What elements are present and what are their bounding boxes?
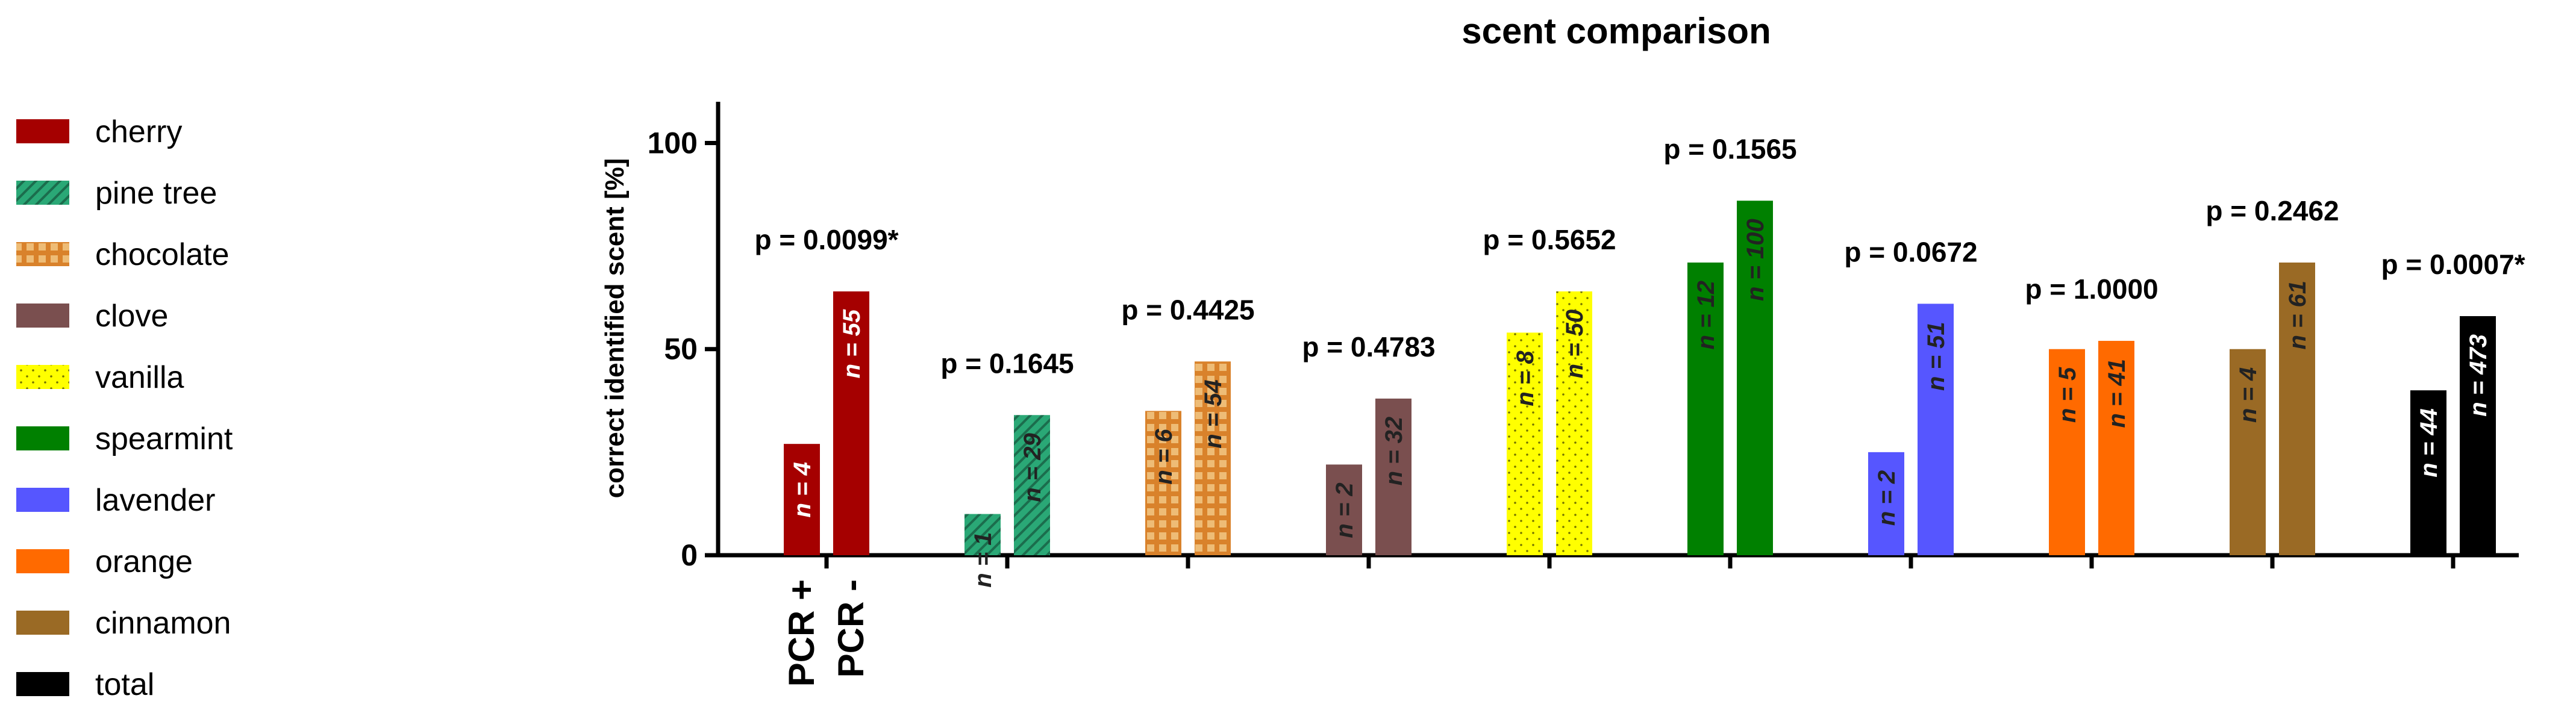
n-label: n = 12 xyxy=(1693,281,1719,350)
y-tick-label: 100 xyxy=(648,126,698,160)
bar xyxy=(1918,304,1954,555)
bar xyxy=(1145,411,1181,555)
legend-swatch xyxy=(16,549,69,573)
p-value-label: p = 0.1645 xyxy=(940,347,1074,379)
n-label: n = 41 xyxy=(2104,359,2130,428)
legend-swatch xyxy=(16,365,69,389)
y-tick-label: 0 xyxy=(681,538,698,572)
n-label: n = 6 xyxy=(1151,429,1177,485)
n-label: n = 1 xyxy=(970,532,996,588)
bar xyxy=(833,291,869,555)
bar xyxy=(2279,262,2315,555)
bar xyxy=(1014,415,1050,555)
n-label: n = 44 xyxy=(2416,408,2442,478)
legend-label: chocolate xyxy=(95,237,230,272)
p-value-label: p = 0.5652 xyxy=(1483,224,1616,255)
x-tick-label: PCR - xyxy=(831,579,871,677)
p-value-label: p = 0.1565 xyxy=(1663,133,1796,164)
bar xyxy=(1326,464,1362,555)
p-value-label: p = 0.4425 xyxy=(1121,294,1254,325)
legend-swatch xyxy=(16,304,69,328)
bar xyxy=(2460,316,2496,555)
n-label: n = 2 xyxy=(1331,482,1358,538)
x-tick-label: PCR + xyxy=(781,579,822,686)
bar xyxy=(1375,398,1411,555)
n-label: n = 5 xyxy=(2054,367,2081,423)
n-label: n = 2 xyxy=(1874,470,1900,526)
legend-swatch xyxy=(16,119,69,143)
bar xyxy=(1507,332,1543,555)
legend-label: orange xyxy=(95,544,193,579)
y-axis-label: correct identified scent [%] xyxy=(600,158,630,499)
n-label: n = 32 xyxy=(1381,417,1407,486)
legend-label: vanilla xyxy=(95,360,184,395)
legend-label: pine tree xyxy=(95,176,217,211)
chart-title: scent comparison xyxy=(1462,11,1771,51)
legend-label: lavender xyxy=(95,483,215,518)
n-label: n = 55 xyxy=(839,309,865,378)
bar xyxy=(1687,262,1724,555)
p-value-label: p = 0.2462 xyxy=(2206,195,2339,226)
legend-swatch xyxy=(16,488,69,512)
bar xyxy=(2410,390,2446,555)
bar xyxy=(784,444,820,555)
n-label: n = 29 xyxy=(1019,433,1046,502)
bar xyxy=(964,514,1001,555)
legend-label: spearmint xyxy=(95,422,233,456)
bar xyxy=(1195,361,1231,555)
bar xyxy=(1868,452,1904,555)
y-tick-label: 50 xyxy=(664,332,698,366)
bar xyxy=(2230,349,2266,555)
n-label: n = 50 xyxy=(1562,310,1588,379)
n-label: n = 54 xyxy=(1200,379,1227,449)
p-value-label: p = 0.0007* xyxy=(2381,249,2525,280)
n-label: n = 4 xyxy=(2235,367,2262,423)
p-value-label: p = 0.0099* xyxy=(754,224,898,255)
p-value-label: p = 1.0000 xyxy=(2025,273,2158,305)
legend-swatch xyxy=(16,672,69,696)
n-label: n = 100 xyxy=(1742,219,1769,301)
n-label: n = 8 xyxy=(1512,350,1539,406)
p-value-label: p = 0.4783 xyxy=(1302,331,1435,363)
n-label: n = 51 xyxy=(1923,322,1949,391)
legend-label: cherry xyxy=(95,114,182,149)
legend-swatch xyxy=(16,426,69,450)
legend-swatch xyxy=(16,181,69,205)
p-value-label: p = 0.0672 xyxy=(1844,236,1977,267)
bar xyxy=(2049,349,2085,555)
legend-swatch xyxy=(16,242,69,266)
legend-label: total xyxy=(95,667,154,702)
legend-label: clove xyxy=(95,299,168,334)
n-label: n = 4 xyxy=(789,462,816,517)
legend-swatch xyxy=(16,611,69,635)
legend-label: cinnamon xyxy=(95,606,231,641)
bar xyxy=(2098,341,2134,555)
n-label: n = 473 xyxy=(2465,334,2492,417)
bar xyxy=(1556,291,1592,555)
n-label: n = 61 xyxy=(2284,281,2311,350)
bar xyxy=(1737,201,1773,556)
